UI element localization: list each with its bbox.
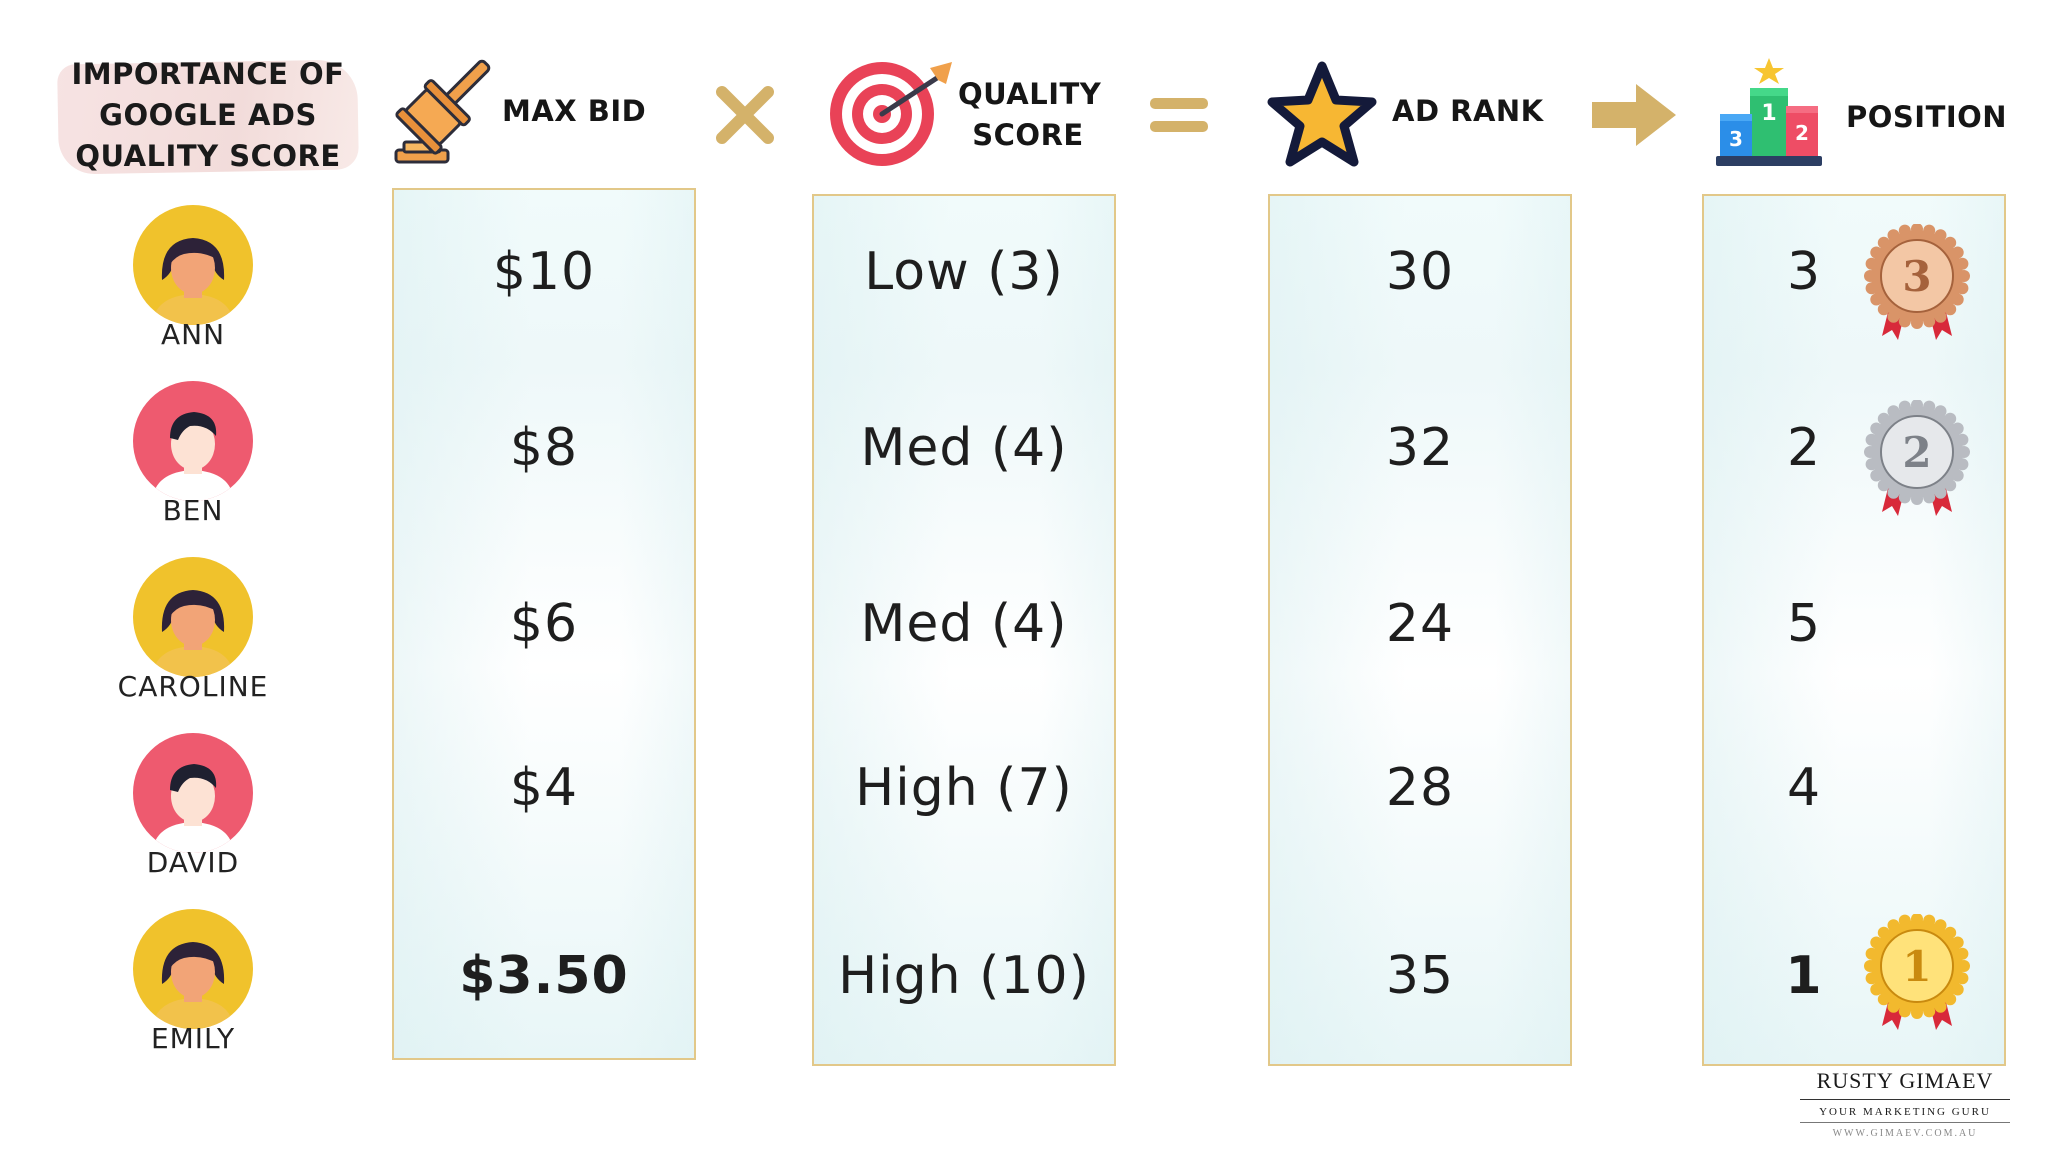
- star-icon: [1267, 61, 1377, 167]
- quality-score-header: QUALITY SCORE: [958, 74, 1102, 156]
- person-name-ann: ANN: [160, 318, 226, 351]
- max-bid-column: $10 $8 $6 $4 $3.50: [392, 188, 696, 1060]
- position-caroline: 5: [1786, 594, 1822, 654]
- position-emily: 1: [1785, 946, 1823, 1006]
- person-name-caroline: CAROLINE: [117, 670, 269, 703]
- multiply-icon: [716, 86, 774, 144]
- person-name-emily: EMILY: [150, 1022, 236, 1055]
- position-ann: 3: [1786, 242, 1822, 302]
- ad-rank-david: 28: [1385, 758, 1455, 818]
- ad-rank-emily: 35: [1385, 946, 1455, 1006]
- person-name-david: DAVID: [146, 846, 240, 879]
- max-bid-header: MAX BID: [502, 94, 647, 128]
- avatar: [133, 733, 253, 853]
- avatar: [133, 381, 253, 501]
- bid-david: $4: [509, 758, 579, 818]
- medal-number-silver: 2: [1902, 428, 1931, 477]
- bronze-medal-icon: 3: [1864, 224, 1970, 340]
- position-ben: 2: [1786, 418, 1822, 478]
- quality-score-header-line-1: QUALITY: [958, 77, 1102, 111]
- ad-rank-ann: 30: [1385, 242, 1455, 302]
- podium-icon: 1 3 2: [1716, 58, 1822, 166]
- arrow-right-icon: [1592, 84, 1676, 146]
- ad-rank-column: 30 32 24 28 35: [1268, 194, 1572, 1066]
- logo-url: WWW.GIMAEV.COM.AU: [1832, 1128, 1978, 1139]
- quality-score-column: Low (3) Med (4) Med (4) High (7) High (1…: [812, 194, 1116, 1066]
- bid-emily: $3.50: [459, 946, 629, 1006]
- bid-ann: $10: [492, 242, 596, 302]
- bid-caroline: $6: [509, 594, 579, 654]
- quality-ben: Med (4): [860, 418, 1068, 478]
- brand-logo: RUSTY GIMAEV YOUR MARKETING GURU WWW.GIM…: [1800, 1068, 2010, 1139]
- ad-rank-caroline: 24: [1385, 594, 1455, 654]
- gold-medal-icon: 1: [1864, 914, 1970, 1030]
- podium-number-2: 2: [1795, 121, 1809, 145]
- person-name-ben: BEN: [162, 494, 224, 527]
- target-icon: [830, 62, 952, 166]
- avatar: [133, 205, 253, 325]
- ad-rank-header: AD RANK: [1392, 94, 1544, 128]
- title-line-1: IMPORTANCE OF: [71, 57, 345, 91]
- equals-icon: [1150, 98, 1208, 132]
- title-line-3: QUALITY SCORE: [75, 139, 341, 173]
- quality-caroline: Med (4): [860, 594, 1068, 654]
- logo-tagline: YOUR MARKETING GURU: [1800, 1106, 2010, 1123]
- quality-score-header-line-2: SCORE: [972, 118, 1084, 152]
- page-title: IMPORTANCE OF GOOGLE ADS QUALITY SCORE: [58, 54, 358, 177]
- title-line-2: GOOGLE ADS: [99, 98, 317, 132]
- quality-emily: High (10): [838, 946, 1090, 1006]
- position-column: 3 2 5 4 1: [1702, 194, 2006, 1066]
- logo-name: RUSTY GIMAEV: [1800, 1068, 2010, 1100]
- medal-number-bronze: 3: [1902, 252, 1931, 301]
- bid-ben: $8: [509, 418, 579, 478]
- quality-david: High (7): [855, 758, 1073, 818]
- position-david: 4: [1786, 758, 1822, 818]
- avatar: [133, 557, 253, 677]
- podium-number-1: 1: [1761, 101, 1776, 126]
- quality-ann: Low (3): [864, 242, 1064, 302]
- ad-rank-ben: 32: [1385, 418, 1455, 478]
- silver-medal-icon: 2: [1864, 400, 1970, 516]
- medal-number-gold: 1: [1902, 942, 1931, 991]
- podium-number-3: 3: [1729, 127, 1743, 151]
- position-header: POSITION: [1846, 100, 2008, 134]
- avatar: [133, 909, 253, 1029]
- gavel-icon: [394, 59, 491, 164]
